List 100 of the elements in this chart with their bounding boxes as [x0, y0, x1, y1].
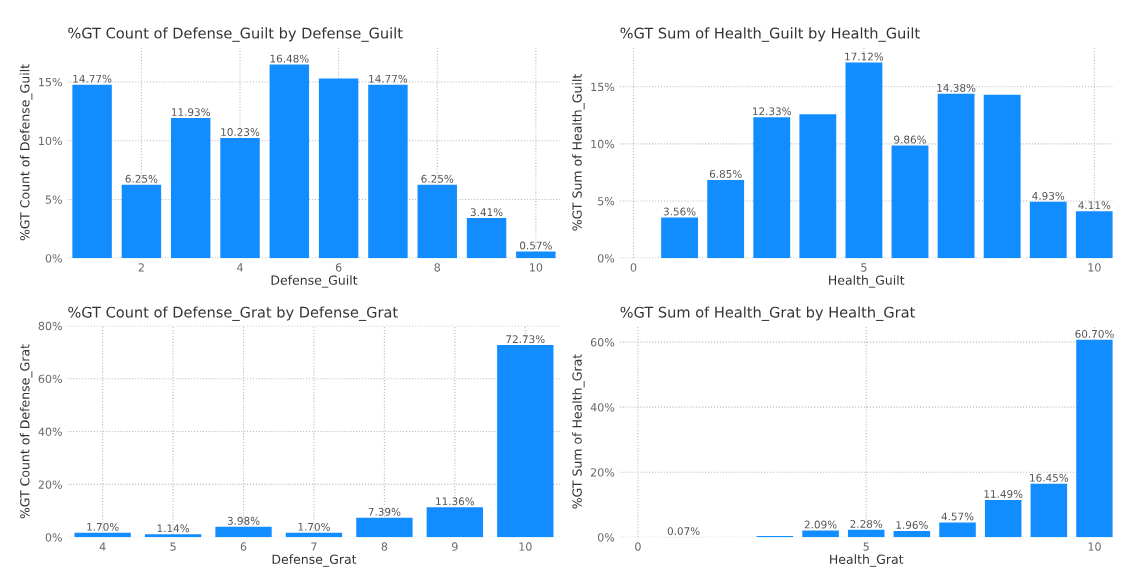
data-label: 0.07%: [667, 527, 700, 536]
bar: [417, 184, 457, 259]
bar: [891, 145, 929, 259]
y-tick-label: 5%: [598, 196, 615, 206]
data-label: 1.70%: [298, 522, 330, 531]
y-tick-label: 10%: [39, 136, 62, 146]
y-axis-title: %GT Sum of Health_Guilt: [572, 73, 585, 231]
bar: [318, 78, 359, 259]
y-tick-label: 40%: [590, 403, 615, 412]
y-axis-title: %GT Count of Defense_Grat: [19, 344, 33, 519]
data-label: 60.70%: [1075, 329, 1114, 338]
x-tick-label: 0: [630, 263, 637, 272]
x-tick-label: 8: [381, 542, 388, 551]
bar: [937, 93, 975, 259]
bar: [121, 184, 162, 259]
bar: [1030, 483, 1068, 538]
bar: [939, 522, 976, 538]
bar: [893, 530, 931, 538]
x-tick-label: 10: [519, 542, 532, 551]
x-tick-label: 8: [434, 263, 441, 272]
x-tick-label: 4: [237, 263, 243, 272]
bar: [799, 114, 837, 259]
bar: [220, 138, 260, 259]
y-axis-title: %GT Sum of Health_Grat: [572, 354, 585, 509]
chart-title: %GT Sum of Health_Guilt by Health_Guilt: [620, 27, 920, 42]
x-axis-title: Health_Grat: [830, 554, 904, 567]
data-label: 4.93%: [1032, 191, 1065, 200]
x-tick-label: 2: [138, 263, 144, 272]
bar: [983, 94, 1021, 259]
data-label: 11.49%: [984, 490, 1023, 498]
data-label: 7.39%: [368, 507, 401, 516]
bar: [74, 532, 131, 538]
data-label: 0.57%: [520, 241, 552, 250]
data-label: 11.93%: [171, 108, 210, 117]
x-tick-label: 7: [311, 542, 317, 551]
x-tick-label: 6: [240, 542, 247, 551]
data-label: 9.86%: [894, 135, 926, 144]
x-axis-title: Defense_Guilt: [271, 275, 358, 288]
y-tick-label: 0%: [45, 254, 62, 263]
data-label: 3.98%: [227, 516, 260, 525]
data-label: 1.96%: [896, 521, 928, 529]
bar: [1029, 201, 1067, 259]
data-label: 11.36%: [436, 497, 475, 506]
x-tick-label: 5: [170, 542, 176, 551]
data-label: 6.85%: [709, 169, 742, 178]
y-tick-label: 0%: [597, 533, 615, 542]
bar: [215, 526, 272, 538]
data-label: 14.77%: [73, 74, 112, 83]
x-tick-label: 5: [863, 542, 869, 551]
bar: [466, 218, 507, 259]
y-tick-label: 15%: [39, 77, 62, 87]
x-tick-label: 5: [861, 263, 867, 272]
y-tick-label: 80%: [38, 321, 62, 331]
x-tick-label: 4: [99, 542, 106, 551]
data-label: 17.12%: [845, 52, 884, 61]
bar: [426, 507, 484, 538]
bar: [356, 517, 413, 538]
y-tick-label: 15%: [591, 82, 615, 92]
bar: [661, 217, 699, 259]
x-tick-label: 10: [530, 263, 543, 272]
bar: [845, 62, 883, 259]
y-tick-label: 20%: [590, 468, 615, 477]
bar: [847, 529, 885, 538]
bar: [368, 84, 408, 259]
data-label: 14.77%: [369, 74, 408, 83]
data-label: 4.11%: [1078, 201, 1111, 210]
data-label: 16.45%: [1030, 473, 1069, 482]
bar: [707, 179, 745, 259]
bar: [497, 345, 554, 538]
bar: [170, 118, 211, 259]
data-label: 1.70%: [87, 522, 119, 531]
y-tick-label: 20%: [38, 480, 62, 489]
data-label: 12.33%: [753, 107, 792, 116]
data-label: 2.28%: [850, 519, 883, 528]
bar: [72, 84, 112, 259]
bar: [753, 117, 791, 259]
y-axis-title: %GT Count of Defense_Guilt: [19, 64, 33, 241]
bar: [802, 530, 839, 538]
chart-title: %GT Count of Defense_Guilt by Defense_Guilt: [68, 27, 403, 42]
bar: [984, 499, 1022, 538]
data-label: 6.25%: [421, 174, 454, 183]
data-label: 16.48%: [270, 54, 309, 63]
bar: [269, 64, 310, 259]
y-tick-label: 40%: [38, 427, 62, 436]
data-label: 2.09%: [804, 520, 837, 529]
x-tick-label: 0: [635, 542, 641, 551]
y-tick-label: 0%: [45, 533, 62, 542]
chart-title: %GT Sum of Health_Grat by Health_Grat: [620, 306, 915, 321]
x-tick-label: 10: [1088, 542, 1101, 551]
bar: [1075, 211, 1113, 259]
x-axis-title: Health_Guilt: [829, 275, 905, 288]
x-tick-label: 9: [452, 542, 458, 551]
x-axis-title: Defense_Grat: [272, 554, 357, 567]
data-label: 14.38%: [937, 83, 976, 92]
y-tick-label: 0%: [597, 254, 615, 263]
y-tick-label: 60%: [590, 338, 615, 347]
y-tick-label: 60%: [38, 374, 62, 384]
chart-title: %GT Count of Defense_Grat by Defense_Grat: [68, 306, 398, 321]
y-tick-label: 10%: [591, 139, 615, 149]
data-label: 72.73%: [506, 335, 545, 344]
